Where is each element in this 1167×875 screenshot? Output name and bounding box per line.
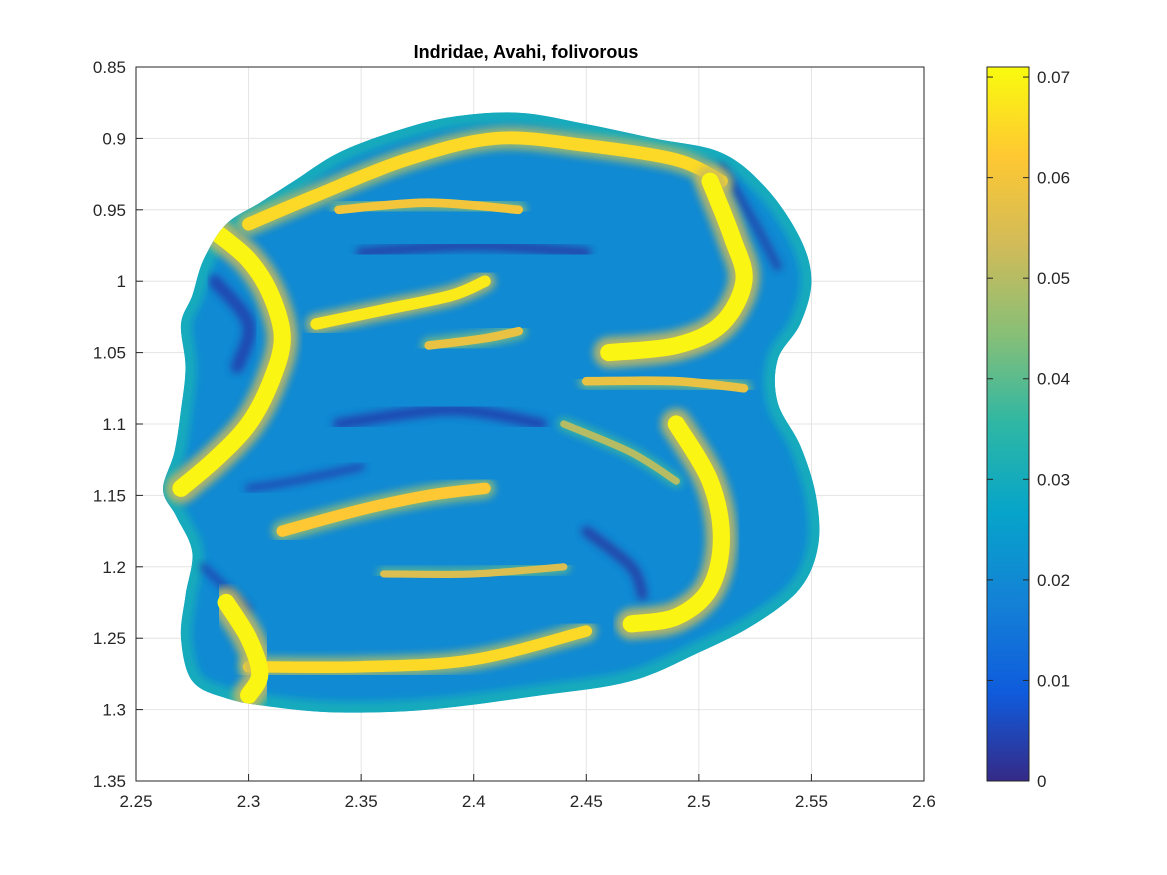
x-tick-label: 2.55 [795, 792, 828, 811]
ridge-band [217, 593, 269, 704]
x-tick-label: 2.35 [345, 792, 378, 811]
y-tick-label: 1 [117, 272, 126, 291]
colorbar-ticks: 0 0.01 0.02 0.03 0.04 0.05 0.06 0.07 [987, 68, 1070, 791]
ridge-band [334, 198, 523, 215]
x-tick-label: 2.45 [570, 792, 603, 811]
y-tick-label: 1.25 [93, 629, 126, 648]
ridge-band [622, 415, 730, 633]
colorbar-tick-label: 0.03 [1037, 470, 1070, 489]
colorbar-tick-label: 0.01 [1037, 671, 1070, 690]
ridge-band [424, 326, 523, 350]
ridge-band [310, 275, 491, 330]
colorbar-tick-label: 0 [1037, 772, 1046, 791]
y-tick-label: 1.1 [102, 415, 126, 434]
ridge-band [242, 131, 728, 231]
low-curvature-region [581, 526, 648, 601]
colorbar-tick-label: 0.05 [1037, 269, 1070, 288]
ridge-band [172, 222, 291, 497]
y-tick-label: 1.3 [102, 701, 126, 720]
x-tick-label: 2.4 [462, 792, 486, 811]
y-tick-label: 1.15 [93, 486, 126, 505]
ridge-band [560, 420, 680, 485]
chart-title: Indridae, Avahi, folivorous [414, 42, 639, 62]
x-tick-label: 2.5 [687, 792, 711, 811]
x-tick-label: 2.6 [912, 792, 936, 811]
y-tick-label: 0.85 [93, 58, 126, 77]
plot-axes: 2.25 2.3 2.35 2.4 2.45 2.5 2.55 2.6 0.85 0.9 0.95… [93, 42, 936, 811]
y-tick-label: 0.95 [93, 201, 126, 220]
ridge-band [242, 625, 593, 673]
low-curvature-region [245, 463, 365, 492]
y-axis: 0.85 0.9 0.95 1 1.05 1.1 1.15 1.2 1.25 1.3 1.35 [93, 58, 143, 791]
colorbar-tick-label: 0.04 [1037, 370, 1070, 389]
x-axis: 2.25 2.3 2.35 2.4 2.45 2.5 2.55 2.6 [119, 774, 936, 811]
y-tick-label: 1.35 [93, 772, 126, 791]
x-tick-label: 2.25 [119, 792, 152, 811]
tooth-surface [162, 112, 820, 713]
ridge-band [380, 563, 568, 578]
x-tick-label: 2.3 [237, 792, 261, 811]
ridge-band [276, 482, 491, 537]
ridge-band [582, 376, 749, 393]
y-tick-label: 1.2 [102, 558, 126, 577]
ridge-band [600, 172, 753, 362]
low-curvature-region [208, 274, 256, 374]
low-curvature-region [356, 240, 592, 258]
y-tick-label: 0.9 [102, 129, 126, 148]
colorbar-gradient [986, 66, 1030, 782]
colorbar-tick-label: 0.02 [1037, 571, 1070, 590]
colorbar-tick-label: 0.06 [1037, 169, 1070, 188]
low-curvature-region [332, 403, 548, 430]
y-tick-label: 1.05 [93, 344, 126, 363]
colorbar: 0 0.01 0.02 0.03 0.04 0.05 0.06 0.07 [986, 66, 1070, 791]
colorbar-tick-label: 0.07 [1037, 68, 1070, 87]
